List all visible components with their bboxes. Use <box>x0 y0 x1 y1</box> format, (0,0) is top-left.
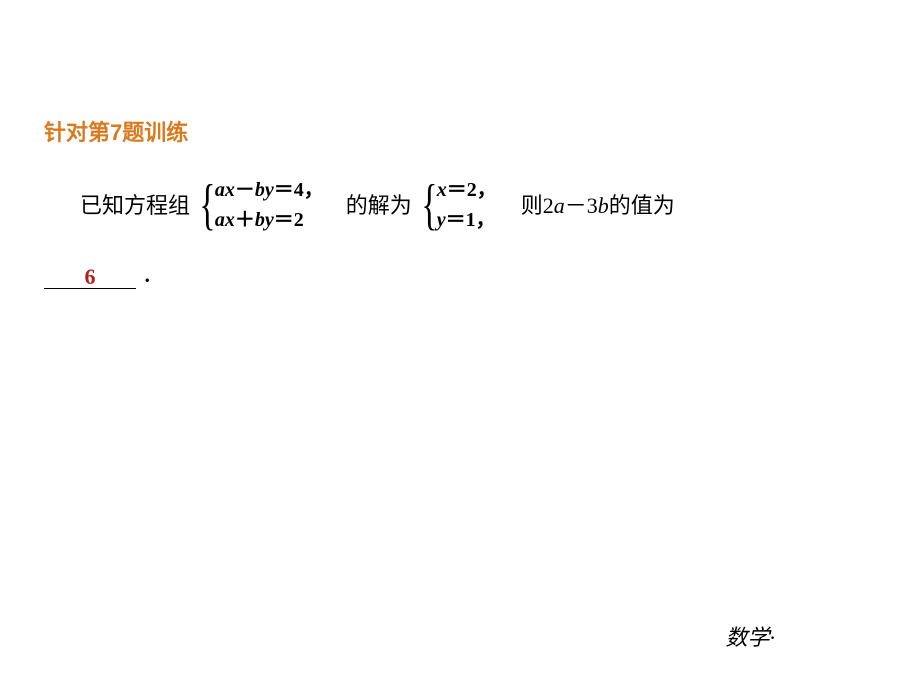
problem-prefix: 已知方程组 <box>80 189 190 222</box>
expr-coef1: 2 <box>543 193 554 218</box>
eq1-equals: ＝ <box>274 179 294 201</box>
equation-1-row-2: ax＋by＝2 <box>215 205 324 235</box>
eq2-op: ＋ <box>235 209 255 231</box>
equation-system-1: { ax－by＝4， ax＋by＝2 <box>194 175 324 235</box>
solution-row-2: y＝1， <box>437 205 497 235</box>
answer-blank: 6 <box>44 262 136 289</box>
eq1-comma: ， <box>304 179 324 201</box>
problem-statement: 已知方程组 { ax－by＝4， ax＋by＝2 的解为 { x＝2， y＝1， <box>80 175 876 235</box>
eq2-equals: ＝ <box>274 209 294 231</box>
problem-suffix-1: 则 <box>521 189 543 222</box>
sol2-eq: ＝ <box>446 209 466 231</box>
sol1-rhs: 2 <box>467 179 477 201</box>
eq1-term-a: ax <box>215 179 235 201</box>
expr-coef2: 3 <box>587 193 598 218</box>
left-brace-icon: { <box>199 177 215 233</box>
target-expression: 2a－3b <box>543 189 609 222</box>
equations-2: x＝2， y＝1， <box>437 175 497 235</box>
answer-line: 6 ． <box>44 257 876 289</box>
sol2-rhs: 1 <box>466 209 476 231</box>
expr-op: － <box>565 193 587 218</box>
problem-middle: 的解为 <box>346 189 412 222</box>
eq2-term-b: by <box>255 209 274 231</box>
equations-1: ax－by＝4， ax＋by＝2 <box>215 175 324 235</box>
sol1-comma: ， <box>477 179 497 201</box>
solution-row-1: x＝2， <box>437 175 497 205</box>
answer-value: 6 <box>85 264 96 289</box>
equation-1-row-1: ax－by＝4， <box>215 175 324 205</box>
eq1-rhs: 4 <box>294 179 304 201</box>
eq2-term-a: ax <box>215 209 235 231</box>
sol2-lhs: y <box>437 209 446 231</box>
answer-period: ． <box>142 257 164 289</box>
problem-suffix-2: 的值为 <box>609 189 675 222</box>
sol1-lhs: x <box>437 179 447 201</box>
equation-system-2: { x＝2， y＝1， <box>416 175 497 235</box>
section-title: 针对第7题训练 <box>44 115 876 147</box>
footer-subject: 数学· <box>725 620 775 652</box>
eq1-term-b: by <box>255 179 274 201</box>
expr-var1: a <box>554 193 565 218</box>
eq2-rhs: 2 <box>294 209 304 231</box>
left-brace-icon-2: { <box>421 177 437 233</box>
sol1-eq: ＝ <box>447 179 467 201</box>
eq1-op: － <box>235 179 255 201</box>
expr-var2: b <box>598 193 609 218</box>
sol2-comma: ， <box>476 209 496 231</box>
